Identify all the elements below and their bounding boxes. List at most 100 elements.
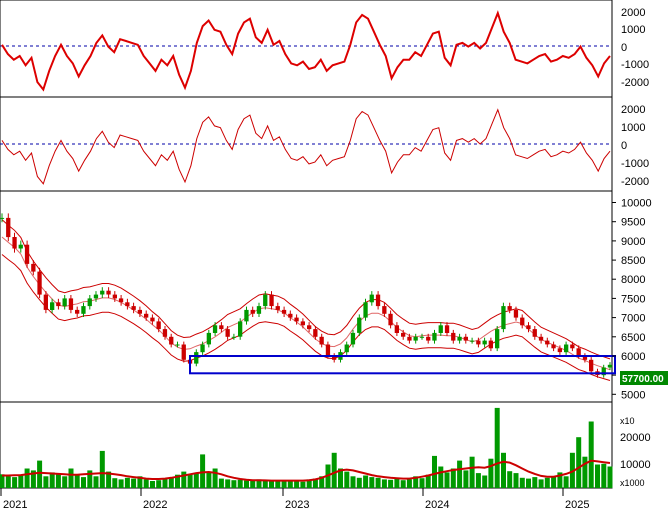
indicator-panel-2: 2000 1000 0 -1000 -2000 [0,96,649,192]
candle-body [37,271,42,295]
date-label-2023: 2023 [285,499,309,511]
indicator-2-line [1,108,611,185]
candle-body [488,340,493,349]
candle-body [513,309,519,318]
volume-bar [168,477,174,488]
volume-bar [43,476,49,488]
indicator-1-tick-2: 0 [621,42,627,54]
candle-body [407,336,412,341]
volume-bar [488,458,494,488]
volume-bar [475,473,481,488]
candle-body [194,352,199,364]
candle-body [288,313,293,318]
candle-body [112,294,117,299]
candle-body [300,321,305,326]
volume-bar [231,480,237,488]
volume-bar [526,478,531,488]
indicator-2-tick-4: -2000 [621,176,649,188]
volume-bar [156,480,162,488]
volume-bar [30,470,36,488]
volume-bar [363,475,369,488]
candle-body [357,317,362,333]
candle-body [24,244,30,264]
candle-body [401,332,406,337]
candle-body [495,329,500,349]
volume-bar [87,470,93,488]
volume-bar [162,479,168,488]
volume-bar [400,480,406,488]
volume-tick-1: 10000 [620,459,651,471]
price-candles [0,213,613,378]
indicator-1-line [1,10,611,92]
candle-body [463,336,468,341]
candle-body [18,244,23,249]
candle-body [81,306,86,314]
candle-body [250,309,255,314]
volume-frame [0,401,613,489]
indicator-1-tick-4: -2000 [621,77,649,89]
volume-bar [350,476,356,488]
candle-body [56,302,61,307]
volume-bar [206,472,212,488]
middle-band [1,236,611,371]
candle-body [175,344,180,346]
price-tick-label: 9500 [621,217,645,229]
volume-bar [275,481,281,488]
price-tick-label: 9000 [621,236,645,248]
volume-bars [0,407,613,488]
volume-bar [212,468,218,488]
volume-bar [369,477,375,488]
candle-body [482,340,487,345]
candle-body [394,325,399,333]
candle-body [582,356,588,360]
volume-bar [200,454,206,488]
candle-body [382,306,387,314]
candle-body [43,294,48,310]
candle-body [100,290,105,295]
candle-body [413,336,418,341]
candle-body [501,306,506,330]
volume-bar [256,479,262,488]
date-label-2025: 2025 [565,499,589,511]
volume-bar [563,476,569,488]
volume-bar [99,450,105,488]
volume-bar [18,475,24,488]
volume-bar [37,460,43,488]
volume-bar [582,456,588,488]
volume-ma-line [2,459,611,482]
volume-bar [469,456,475,488]
candle-body [375,294,381,307]
volume-bar [193,473,199,488]
indicator-2-tick-3: -1000 [621,158,649,170]
price-tick-label: 8500 [621,255,645,267]
candle-body [144,313,149,318]
candle-body [451,332,456,341]
date-label-2022: 2022 [143,499,167,511]
volume-bar [300,481,306,488]
volume-bar [62,476,68,488]
candle-body [564,344,569,353]
volume-bar [538,479,544,488]
volume-bar [0,474,5,488]
volume-bar [118,479,124,488]
indicator-1-tick-3: -1000 [621,59,649,71]
volume-bar [394,478,400,488]
candle-body [438,325,443,333]
candle-body [469,340,475,342]
volume-bar [607,466,613,488]
candle-body [200,344,205,353]
candle-body [507,306,512,310]
volume-bar [244,480,249,488]
candle-body [332,356,337,360]
candle-body [0,217,5,219]
candle-body [62,298,67,307]
candle-body [225,329,230,337]
candle-body [589,359,594,372]
support-zone-box [189,355,616,375]
volume-bar [513,473,519,488]
volume-bar [457,460,463,488]
volume-bar [419,478,425,488]
volume-bar [595,464,600,488]
candle-body [607,364,613,368]
